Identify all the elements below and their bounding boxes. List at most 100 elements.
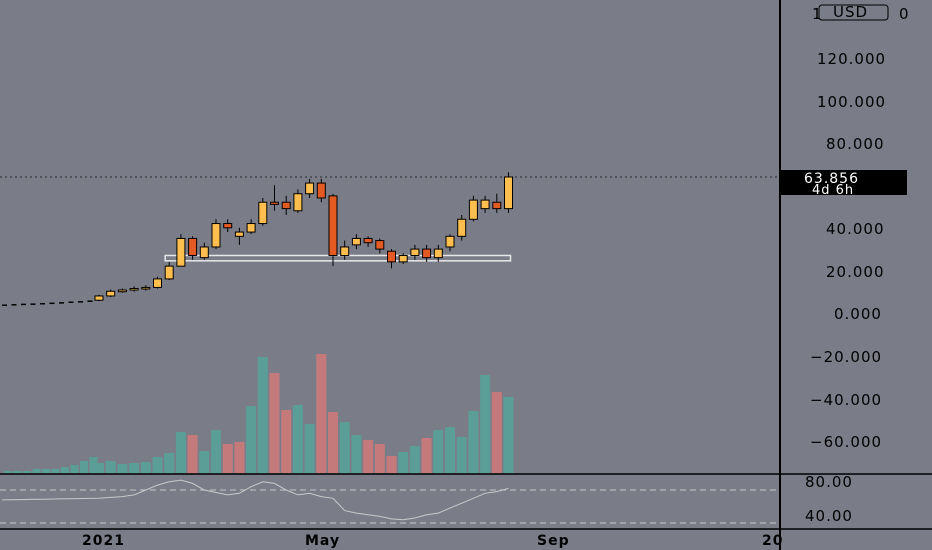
volume-bar [292,405,303,473]
candle-body [457,218,467,237]
pre-history-dot [87,300,93,302]
price-tick-label: −60.000 [810,433,882,451]
candle-body [316,182,326,199]
candle-body [188,237,198,256]
volume-bar [480,375,491,473]
volume-bar [257,357,268,473]
volume-bar [187,435,198,473]
candle-body [293,193,303,212]
last-price-badge-box [781,170,907,195]
pre-history-dot [49,302,55,305]
candle-body [480,199,490,210]
volume-bar [398,452,409,473]
price-tick-label: 0 [899,5,910,23]
volume-bar [491,392,502,473]
candle-body [106,290,116,297]
volume-bar [32,469,41,473]
oscillator-line [1,479,509,521]
volume-bar [105,461,116,473]
candle-body [504,176,513,210]
currency-button[interactable]: USD [818,3,889,21]
volume-bar [433,430,444,473]
volume-bar [61,467,69,473]
price-tick-label: 120.000 [817,50,886,68]
candle-body [270,201,279,205]
volume-bar [281,410,292,473]
price-tick-label: 1 [812,5,823,23]
time-axis[interactable]: 2021 May Sep 20 [82,533,783,549]
volume-bar [456,437,467,473]
pre-history-dot [30,303,36,305]
candle-body [141,286,151,290]
volume-bar [234,442,245,473]
volume-bar [211,430,221,473]
volume-bar [129,463,140,473]
volume-bar [70,465,79,473]
candle-body [246,223,256,233]
volume-bar [409,446,420,473]
volume-bar [117,464,128,473]
candle-body [340,246,350,256]
candles [94,172,513,302]
candle-body [199,246,209,259]
volume-bar [164,453,175,473]
oscillator-tick-label: 40.00 [805,507,853,525]
candle-body [445,235,455,248]
candle-body [117,289,127,293]
volume-bar [328,412,338,473]
candle-body [363,237,373,244]
oscillator-tick-label: 80.00 [805,473,853,491]
volume-bar [316,354,327,473]
candle-body [398,254,408,263]
volume-bar [23,471,31,473]
candle-body [433,248,443,259]
volume-bar [386,456,397,473]
volume-bar [51,469,60,473]
price-tick-label: 80.000 [826,135,885,153]
price-axis[interactable]: 1 0 120.000 100.000 80.000 40.000 20.000… [805,5,910,525]
price-tick-label: 100.000 [817,93,886,111]
volume-bar [421,438,432,473]
support-zone-rectangle [164,254,512,262]
volume-bar [445,427,455,473]
volume-bar [199,451,210,473]
price-tick-label: 20.000 [826,263,885,281]
candle-body [176,237,186,267]
volume-bar [304,424,315,473]
volume-bar [374,444,385,473]
candle-body [387,250,396,263]
candle-body [305,182,315,195]
candle-body [410,248,420,256]
volume-bar [4,471,12,473]
volume-bar [152,457,163,473]
currency-button-frame[interactable] [818,4,889,21]
candle-body [234,231,244,237]
candle-body [223,223,233,229]
volume-bar [13,471,22,473]
price-tick-label: −40.000 [810,391,882,409]
candle-body [258,201,268,225]
time-tick-label: Sep [537,533,570,549]
candle-body [281,201,291,210]
volume-bar [468,411,479,473]
volume-bar [351,435,362,473]
pre-history-dot [59,302,64,304]
time-tick-label: May [305,533,340,549]
time-tick-label: 20 [762,533,783,549]
candle-body [492,201,502,210]
pre-history-dot [11,304,17,306]
currency-button-label: USD [833,3,868,21]
volume-bar [175,432,186,473]
volume-bar [94,463,104,473]
volume-bar [269,373,280,473]
candle-body [94,295,104,301]
time-tick-label: 2021 [82,533,125,549]
last-price-countdown: 4d 6h [812,183,854,198]
price-tick-label: 40.000 [826,220,885,238]
volume-bar [80,461,88,473]
candle-body [468,199,478,220]
volume-bar [503,397,514,473]
last-price-value: 63.856 [804,171,859,187]
volume-bar [89,457,98,473]
